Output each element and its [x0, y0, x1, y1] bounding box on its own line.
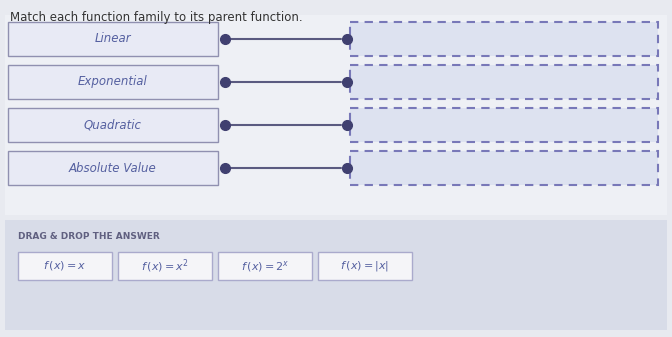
FancyBboxPatch shape — [218, 252, 312, 280]
FancyBboxPatch shape — [350, 151, 658, 185]
FancyBboxPatch shape — [350, 108, 658, 142]
FancyBboxPatch shape — [118, 252, 212, 280]
Text: $f\,(x) = |x|$: $f\,(x) = |x|$ — [341, 259, 390, 273]
FancyBboxPatch shape — [350, 65, 658, 99]
Text: DRAG & DROP THE ANSWER: DRAG & DROP THE ANSWER — [18, 232, 160, 241]
FancyBboxPatch shape — [8, 151, 218, 185]
Text: $f\,(x) = 2^x$: $f\,(x) = 2^x$ — [241, 258, 289, 274]
Text: Linear: Linear — [95, 32, 131, 45]
Text: $f\,(x) = x$: $f\,(x) = x$ — [43, 259, 87, 273]
FancyBboxPatch shape — [8, 65, 218, 99]
FancyBboxPatch shape — [8, 22, 218, 56]
FancyBboxPatch shape — [350, 22, 658, 56]
Text: Match each function family to its parent function.: Match each function family to its parent… — [10, 11, 302, 24]
Text: Absolute Value: Absolute Value — [69, 161, 157, 175]
FancyBboxPatch shape — [8, 108, 218, 142]
FancyBboxPatch shape — [5, 15, 667, 215]
Text: Exponential: Exponential — [78, 75, 148, 89]
FancyBboxPatch shape — [318, 252, 412, 280]
Text: $f\,(x) = x^2$: $f\,(x) = x^2$ — [141, 257, 189, 275]
FancyBboxPatch shape — [18, 252, 112, 280]
Text: Quadratic: Quadratic — [84, 119, 142, 131]
FancyBboxPatch shape — [5, 220, 667, 330]
